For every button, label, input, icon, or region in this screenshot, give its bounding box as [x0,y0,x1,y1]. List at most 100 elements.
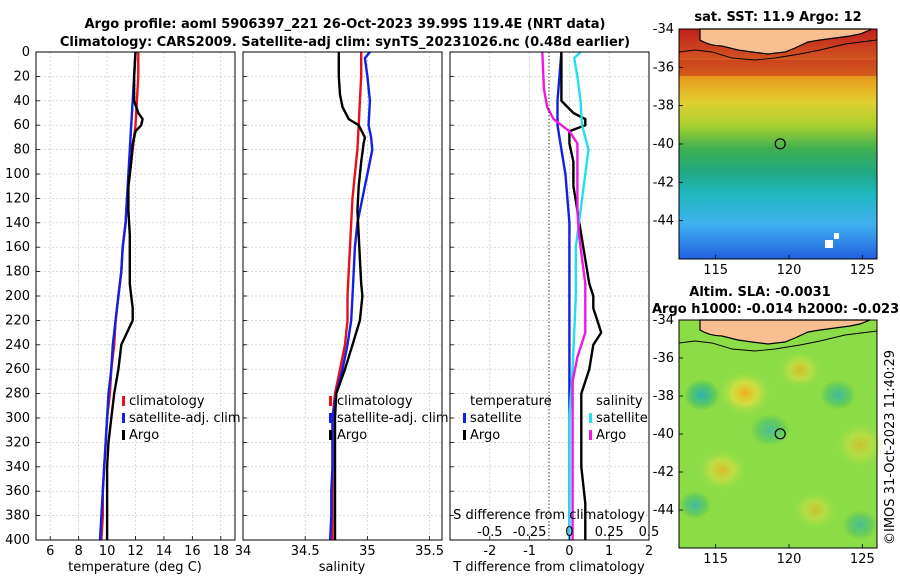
legend-swatch-argo [122,430,125,440]
x-tick-label: 8 [75,544,83,559]
sla-land [699,319,871,345]
map-y-tick-label: -36 [653,351,674,366]
temperature-xlabel: temperature (deg C) [68,560,202,575]
x-tick-label: 6 [46,544,54,559]
legend-swatch-sal-argo [589,430,592,440]
map-x-tick-label: 120 [777,552,802,567]
x-tick-label: 1 [605,544,613,559]
legend-swatch-temp-satellite [463,413,466,423]
temperature-panel: 0 20 40 60 80 100 120 140 160 180 200 220 240 260 280 3… [5,45,240,575]
map-y-tick-label: -34 [653,22,674,37]
x-tick-label: 2 [645,544,653,559]
y-tick-label: 100 [5,167,30,182]
x-tick-label: -2 [483,544,496,559]
argo-location-marker [774,428,786,440]
argo-location-marker [774,138,786,150]
temperature-legend: climatology satellite-adj. clim Argo [122,394,241,443]
sla-low-anomaly [820,380,856,410]
y-tick-label: 380 [5,509,30,524]
sst-warm-band [679,60,877,76]
legend-swatch-satellite-adj [122,413,125,423]
map-y-tick-label: -42 [653,175,674,190]
sst-land [699,28,871,55]
series-line-salinity-satellite [568,51,590,540]
difference-legend: temperature satellite Argo salinity sate… [463,394,648,443]
legend-label-sal-argo: Argo [596,428,626,443]
timestamp-watermark: ©IMOS 31-Oct-2023 11:40:29 [883,350,898,545]
x-tick-label: 34 [235,544,252,559]
difference-panel: -2 -1 0 1 2 -0.5 -0.25 0 0.25 0.5 T difference fr… [449,51,660,575]
salinity-legend: climatology satellite-adj. clim Argo [329,394,449,443]
x-tick-label: 10 [99,544,116,559]
legend-title-temperature: temperature [470,394,552,409]
y-tick-label: 60 [13,118,30,133]
legend-label-argo: Argo [337,428,367,443]
y-tick-label: 260 [5,362,30,377]
sla-high-anomaly [836,423,884,467]
s-tick-label: 0 [565,525,573,540]
legend-swatch-argo [329,430,332,440]
y-tick-label: 320 [5,435,30,450]
s-tick-label: 0.5 [639,525,660,540]
series-line-temperature-argo [560,52,603,540]
legend-label-climatology: climatology [129,394,205,409]
figure-title-line1: Argo profile: aoml 5906397_221 26-Oct-20… [85,17,606,32]
sla-high-anomaly [719,371,771,415]
sla-contour [678,330,878,352]
series-line-argo [333,52,367,540]
sst-contour [678,39,878,61]
map-y-tick-label: -38 [653,99,674,114]
series-line-satellite-adj-clim [328,51,374,541]
map-y-tick-label: -44 [653,214,674,229]
map-x-tick-label: 125 [850,263,875,278]
map-x-tick-label: 120 [777,263,802,278]
sla-high-anomaly [698,450,746,490]
legend-label-satellite-adj: satellite-adj. clim [337,411,449,426]
series-line-salinity-argo [541,51,587,540]
map-y-tick-label: -44 [653,503,674,518]
y-tick-label: 180 [5,265,30,280]
sst-missing-pixel [825,240,833,248]
map-y-tick-label: -40 [653,427,674,442]
x-tick-label: -1 [523,544,536,559]
x-tick-label: 0 [565,544,573,559]
y-tick-label: 140 [5,216,30,231]
sla-high-anomaly [778,352,822,388]
s-tick-label: -0.5 [477,525,502,540]
sla-map-panel: Altim. SLA: -0.0031 Argo h1000: -0.014 h… [652,285,899,567]
map-x-tick-label: 115 [703,263,728,278]
y-tick-label: 340 [5,460,30,475]
legend-swatch-climatology [329,396,332,406]
map-x-tick-label: 115 [703,552,728,567]
sst-map-title: sat. SST: 11.9 Argo: 12 [694,10,861,25]
x-tick-label: 16 [184,544,201,559]
sla-map-title-line1: Altim. SLA: -0.0031 [689,285,830,300]
s-tick-label: 0.25 [595,525,624,540]
y-tick-label: 280 [5,387,30,402]
y-tick-label: 80 [13,143,30,158]
legend-label-satellite-adj: satellite-adj. clim [129,411,241,426]
map-y-tick-label: -36 [653,60,674,75]
map-y-tick-label: -38 [653,389,674,404]
legend-label-argo: Argo [129,428,159,443]
y-tick-label: 160 [5,240,30,255]
sla-high-anomaly [793,492,837,528]
legend-label-sal-satellite: satellite [596,411,648,426]
legend-swatch-sal-satellite [589,413,592,423]
x-tick-label: 35 [359,544,376,559]
y-tick-label: 220 [5,313,30,328]
y-tick-label: 240 [5,338,30,353]
y-tick-label: 20 [13,69,30,84]
x-tick-label: 18 [213,544,230,559]
y-tick-label: 360 [5,484,30,499]
sla-low-anomaly [750,414,790,446]
map-y-tick-label: -34 [653,313,674,328]
y-tick-label: 120 [5,191,30,206]
x-tick-label: 35.5 [415,544,444,559]
figure-title-line2: Climatology: CARS2009. Satellite-adj cli… [60,35,630,50]
legend-swatch-climatology [122,396,125,406]
salinity-panel: 34 34.5 35 35.5 salinity climatology satell… [235,51,449,575]
legend-label-climatology: climatology [337,394,413,409]
sla-map-title-line2: Argo h1000: -0.014 h2000: -0.023 [652,302,899,317]
